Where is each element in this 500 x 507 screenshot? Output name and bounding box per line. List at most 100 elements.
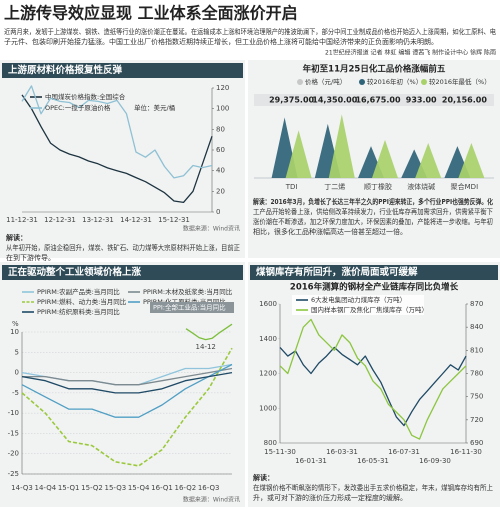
- series-line: [279, 318, 467, 440]
- inset-label-box: [150, 302, 234, 313]
- x-tick-label: 11-12-31: [6, 216, 38, 224]
- chart-title: 正在驱动整个工业领域价格上涨: [8, 266, 142, 278]
- legend-swatch: [297, 79, 303, 85]
- y2-tick-label: 750: [470, 393, 483, 401]
- legend-swatch: [421, 79, 427, 85]
- source: 数据来源：Wind资讯: [183, 225, 240, 233]
- triangle: [372, 139, 398, 178]
- legend-label: 国内样本钢厂及焦化厂焦煤库存（万吨）: [311, 305, 428, 314]
- inset-title: PPI:全部工业品:当月同比: [153, 303, 226, 312]
- note-line: 升，或可对下游的涨价压力形成一定程度的缓解。: [253, 493, 407, 502]
- note-line: 解读：: [6, 233, 27, 242]
- x-tick-label: 15-Q1: [58, 484, 80, 492]
- y-tick-label: 1600: [259, 300, 277, 308]
- note-line: 工产品开始轮番上涨，供给侧改革持续发力，行业低库存再加需求回升，供需紧平衡下: [253, 207, 493, 216]
- y2-tick-label: 870: [470, 300, 483, 308]
- chart-title: 煤钢库存有所回升，涨价局面或可缓解: [256, 266, 418, 278]
- y-tick-label: 5: [15, 348, 19, 356]
- note-line: 涨价潮在不断渗透，加之环保力度加大，环保因素的叠加，产能将进一步收缩。与年初: [253, 217, 493, 226]
- x-tick-label: 14-Q4: [35, 484, 57, 492]
- y2-tick-label: 20: [216, 187, 225, 195]
- x-tick-label: 16-07-31: [388, 448, 420, 456]
- triangle: [285, 130, 312, 178]
- panel-header: [2, 63, 243, 78]
- y2-tick-label: 120: [216, 84, 229, 92]
- legend-label: 价格（元/吨）: [305, 77, 346, 86]
- x-tick-label: 丁二烯: [324, 182, 345, 191]
- x-tick-label: 13-12-31: [82, 216, 114, 224]
- y2-tick-label: 60: [216, 146, 225, 154]
- legend-label: 较2016年初（%）: [367, 77, 422, 86]
- legend-label: OPEC:一揽子原油价格: [45, 103, 111, 112]
- x-tick-label: 15-12-31: [158, 216, 190, 224]
- y-tick-label: -20: [8, 450, 19, 458]
- price-label: 16,675.00: [355, 96, 400, 105]
- y-tick-label: 1000: [259, 404, 277, 412]
- series-line: [21, 371, 233, 394]
- y2-tick-label: 720: [470, 416, 483, 424]
- x-tick-label: 15-Q4: [128, 484, 150, 492]
- series-line: [21, 94, 213, 204]
- y-tick-label: 0: [15, 369, 19, 377]
- series-line: [21, 85, 213, 179]
- y-tick-label: -5: [12, 389, 19, 397]
- x-tick-label: 16-03-31: [326, 448, 358, 456]
- x-tick-label: 液体烧碱: [407, 182, 435, 191]
- x-tick-label: 16-Q1: [151, 484, 173, 492]
- y2-tick-label: 80: [216, 125, 225, 133]
- x-tick-label: 聚合MDI: [451, 182, 479, 191]
- x-tick-label: 14-12-31: [120, 216, 152, 224]
- legend-label: 较2016年最低（%）: [429, 77, 491, 86]
- y-axis-label: %: [12, 320, 19, 328]
- y-tick-label: 800: [264, 439, 277, 447]
- y2-tick-label: 780: [470, 370, 483, 378]
- panel-header: [250, 265, 498, 280]
- chart-subtitle: 2016年测算的钢材全产业链库存同比负增长: [290, 282, 459, 293]
- x-tick-label: 16-Q3: [198, 484, 220, 492]
- credit: 21世纪经济报道 记者 林虹 编辑 谭茜飞 制作设计中心 徐辉 陈雨: [325, 49, 496, 57]
- y-tick-label: -15: [8, 429, 19, 437]
- price-label: 29,375.00: [269, 96, 314, 105]
- price-label: 20,156.00: [442, 96, 487, 105]
- note-line: 在到下游传导。: [6, 253, 55, 262]
- y-tick-label: -25: [8, 470, 19, 478]
- triangle: [328, 114, 355, 178]
- series-line: [21, 347, 233, 467]
- x-tick-label: 16-11-30: [450, 448, 482, 456]
- triangle: [415, 143, 442, 178]
- series-line: [279, 346, 467, 427]
- legend-label: PPIRM:燃料、动力类:当月同比: [37, 297, 127, 306]
- y2-tick-label: 100: [216, 105, 229, 113]
- intro-line: 子元件、包装印刷开始接力猛涨。中国工业出厂价格指数近期持续正增长，但工业品价格上…: [4, 37, 438, 46]
- chart-title: 上游原材料价格报复性反弹: [8, 64, 123, 76]
- chart-title: 年初至11月25日化工品价格涨幅前五: [303, 64, 446, 75]
- price-band: [254, 94, 494, 106]
- price-label: 933.00: [406, 96, 437, 105]
- y2-tick-label: 0: [216, 208, 220, 216]
- legend-label: PPIRM:农副产品类:当月同比: [37, 287, 120, 296]
- x-tick-label: 16-09-30: [419, 457, 451, 465]
- y2-tick-label: 810: [470, 346, 483, 354]
- y2-tick-label: 40: [216, 167, 225, 175]
- note-line: 从年初开始，原油企稳回升，煤炭、铁矿石、动力煤等大宗原材料开始上涨，目前正: [6, 243, 240, 252]
- note-line: 相比，很多化工品种涨幅高达一倍甚至超过一倍。: [253, 227, 407, 236]
- x-tick-label: 16-01-31: [295, 457, 327, 465]
- y-tick-label: 10: [10, 328, 19, 336]
- x-tick-label: 15-Q3: [105, 484, 127, 492]
- page-title: 上游传导效应显现 工业体系全面涨价开启: [4, 4, 298, 23]
- legend-label: PPIRM:木材及纸浆类:当月同比: [143, 287, 233, 296]
- legend-label: 中国煤炭价格指数:全国综合: [45, 92, 126, 101]
- series-line: [21, 363, 233, 418]
- legend-label: PPIRM:纺织原料类:当月同比: [37, 307, 120, 316]
- x-tick-label: TDI: [285, 183, 298, 191]
- legend-box: [292, 295, 424, 315]
- triangle: [458, 143, 485, 178]
- x-tick-label: 14-12: [196, 343, 216, 351]
- x-tick-label: 15-Q2: [81, 484, 103, 492]
- y-tick-label: 1400: [259, 335, 277, 343]
- x-tick-label: 顺丁橡胶: [364, 182, 392, 191]
- x-tick-label: 15-11-30: [264, 448, 296, 456]
- price-label: 14,350.00: [312, 96, 357, 105]
- x-tick-label: 12-12-31: [44, 216, 76, 224]
